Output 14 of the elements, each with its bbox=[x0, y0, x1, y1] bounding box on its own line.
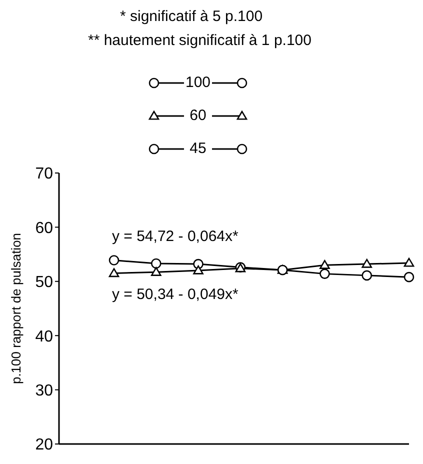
y-tick-label: 40 bbox=[35, 328, 54, 346]
annotation: y = 50,34 - 0,049x* bbox=[112, 286, 238, 303]
legend-label: 45 bbox=[188, 140, 208, 157]
y-tick-label: 30 bbox=[35, 382, 54, 400]
text: ** hautement significatif à 1 p.100 bbox=[88, 32, 312, 49]
y-tick-label: 50 bbox=[35, 274, 54, 292]
y-tick-label: 70 bbox=[35, 166, 54, 183]
y-axis-title: p.100 rapport de pulsation bbox=[8, 232, 24, 384]
annotation: y = 54,72 - 0,064x* bbox=[112, 228, 238, 245]
y-tick-label: 20 bbox=[35, 436, 54, 454]
legend-label: 100 bbox=[184, 74, 212, 91]
text: * significatif à 5 p.100 bbox=[120, 8, 263, 25]
legend-label: 60 bbox=[188, 107, 208, 124]
y-tick-label: 60 bbox=[35, 220, 54, 237]
